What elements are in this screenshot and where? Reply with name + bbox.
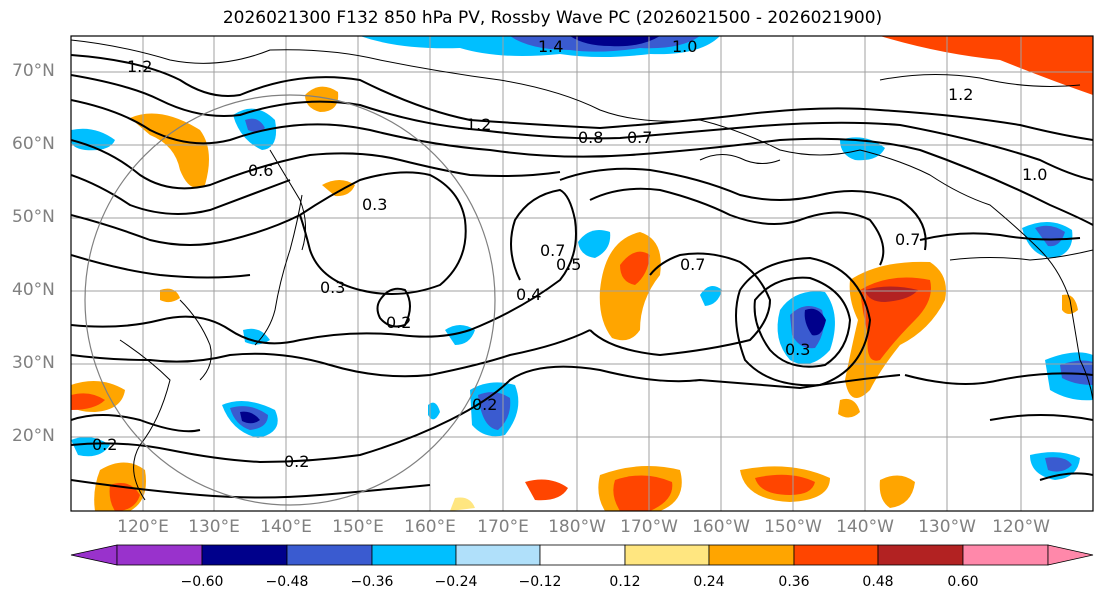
lon-label-150e: 150°E (332, 517, 384, 537)
lon-label-140w: 140°W (836, 517, 894, 537)
colorbar-bin-1 (116, 544, 203, 566)
map-area: 1.4 1.0 1.2 1.2 0.8 0.7 1.2 1.0 0.6 0.3 … (71, 36, 1093, 511)
colorbar-tick-8: 0.36 (778, 574, 810, 590)
contour-label-1-4: 1.4 (538, 37, 563, 56)
contour-label-0-2-mid: 0.2 (386, 313, 411, 332)
colorbar-bin-4 (371, 544, 457, 566)
lon-label-120w: 120°W (992, 517, 1050, 537)
contour-label-0-2-west: 0.2 (92, 435, 117, 454)
contour-label-0-7-east: 0.7 (680, 255, 705, 274)
lon-label-130w: 130°W (918, 517, 976, 537)
map-frame (70, 35, 1094, 512)
wave-packet-circle (84, 94, 496, 506)
colorbar-bin-8 (708, 544, 795, 566)
lon-label-130e: 130°E (188, 517, 240, 537)
contour-label-0-3-north: 0.3 (362, 195, 387, 214)
colorbar-extend-high (1047, 544, 1094, 566)
lat-label-40n: 40°N (12, 280, 55, 300)
contour-label-0-7-north: 0.7 (627, 128, 652, 147)
contour-label-0-6: 0.6 (248, 161, 273, 180)
colorbar-tick-5: −0.12 (518, 574, 562, 590)
contour-label-0-8: 0.8 (578, 128, 603, 147)
colorbar-bin-6 (539, 544, 626, 566)
lon-label-180w: 180°W (548, 517, 606, 537)
lon-label-170w: 170°W (620, 517, 678, 537)
contour-label-0-7-mid: 0.7 (540, 241, 565, 260)
contour-labels: 1.4 1.0 1.2 1.2 0.8 0.7 1.2 1.0 0.6 0.3 … (92, 37, 1047, 471)
contour-label-1-2-east: 1.2 (948, 85, 973, 104)
contour-label-1-0-east: 1.0 (1022, 165, 1047, 184)
colorbar-extend-low (70, 544, 118, 566)
lon-label-160w: 160°W (692, 517, 750, 537)
lon-label-140e: 140°E (260, 517, 312, 537)
contour-label-1-2-west: 1.2 (127, 57, 152, 76)
colorbar-tick-1: −0.60 (180, 574, 224, 590)
contour-label-0-3-east: 0.3 (785, 340, 810, 359)
map-title: 2026021300 F132 850 hPa PV, Rossby Wave … (222, 8, 883, 28)
colorbar-tick-7: 0.24 (693, 574, 725, 590)
colorbar-tick-2: −0.48 (265, 574, 309, 590)
colorbar-bin-3 (286, 544, 373, 566)
colorbar-bin-10 (877, 544, 964, 566)
colorbar-bin-7 (624, 544, 710, 566)
contour-label-0-2-south: 0.2 (472, 395, 497, 414)
colorbar-bin-2 (201, 544, 288, 566)
lon-label-160e: 160°E (404, 517, 456, 537)
contour-label-0-7-far-east: 0.7 (895, 230, 920, 249)
colorbar-tick-4: −0.24 (434, 574, 478, 590)
contour-label-0-5: 0.5 (556, 255, 581, 274)
contour-label-0-4: 0.4 (516, 285, 541, 304)
coastlines (71, 39, 1093, 501)
colorbar-bin-11 (962, 544, 1049, 566)
pv-anomaly-shading (71, 36, 1093, 511)
pv-contours (71, 54, 1093, 499)
colorbar-tick-6: 0.12 (609, 574, 641, 590)
lat-label-60n: 60°N (12, 134, 55, 154)
colorbar (70, 544, 1094, 566)
contour-label-0-3-mid: 0.3 (320, 278, 345, 297)
lat-label-30n: 30°N (12, 353, 55, 373)
lon-label-170e: 170°E (477, 517, 529, 537)
lat-label-70n: 70°N (12, 61, 55, 81)
lon-label-120e: 120°E (117, 517, 169, 537)
contour-label-0-2-bottom: 0.2 (284, 452, 309, 471)
lon-label-150w: 150°W (764, 517, 822, 537)
contour-label-1-0: 1.0 (672, 37, 697, 56)
lat-label-20n: 20°N (12, 426, 55, 446)
colorbar-bin-5 (455, 544, 541, 566)
colorbar-tick-9: 0.48 (862, 574, 894, 590)
contour-label-1-2-mid: 1.2 (466, 115, 491, 134)
colorbar-tick-3: −0.36 (350, 574, 394, 590)
lat-label-50n: 50°N (12, 207, 55, 227)
colorbar-bin-9 (793, 544, 879, 566)
colorbar-tick-10: 0.60 (947, 574, 979, 590)
